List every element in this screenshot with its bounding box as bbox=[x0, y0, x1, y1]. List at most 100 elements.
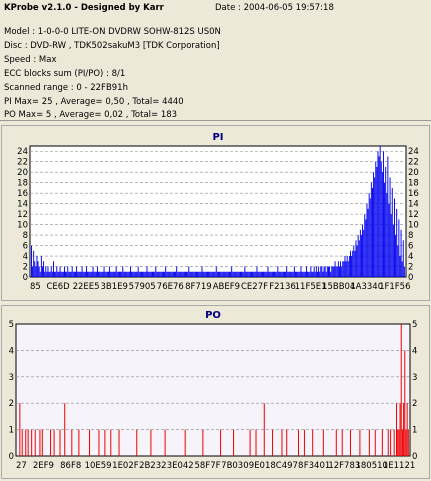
x-tick-label: 22EE5 bbox=[73, 282, 100, 292]
data-bar bbox=[172, 271, 174, 277]
data-bar bbox=[134, 271, 136, 277]
data-bar bbox=[351, 256, 353, 277]
data-bar bbox=[292, 271, 294, 277]
x-tick-label: CE27F bbox=[241, 282, 268, 292]
x-tick-label: F3401 bbox=[304, 461, 331, 471]
data-bar bbox=[326, 266, 328, 277]
data-bar bbox=[31, 429, 33, 456]
data-bar bbox=[252, 271, 254, 277]
x-tick-label: 27 bbox=[16, 461, 27, 471]
y-tick-label-right: 22 bbox=[408, 158, 419, 168]
data-bar bbox=[379, 146, 381, 277]
data-bar bbox=[397, 245, 399, 277]
y-tick-label-left: 0 bbox=[23, 273, 28, 283]
data-bar bbox=[78, 429, 80, 456]
data-bar bbox=[98, 271, 100, 277]
data-bar bbox=[185, 271, 186, 277]
y-tick-label-right: 1 bbox=[412, 426, 417, 436]
data-bar bbox=[117, 271, 119, 277]
data-bar bbox=[399, 403, 401, 456]
x-tick-label: 86F8 bbox=[60, 461, 81, 471]
data-bar bbox=[93, 271, 95, 277]
x-tick-label: 3B1E9 bbox=[100, 282, 127, 292]
data-bar bbox=[364, 214, 366, 277]
data-bar bbox=[248, 271, 250, 277]
data-bar bbox=[263, 403, 265, 456]
data-bar bbox=[339, 266, 340, 277]
data-bar bbox=[331, 266, 333, 277]
data-bar bbox=[201, 266, 203, 277]
data-bar bbox=[359, 229, 361, 277]
y-tick-label-right: 3 bbox=[412, 373, 417, 383]
data-bar bbox=[78, 271, 80, 277]
data-bar bbox=[169, 271, 171, 277]
data-bar bbox=[165, 266, 167, 277]
data-bar bbox=[227, 271, 229, 277]
data-bar bbox=[345, 261, 347, 277]
data-bar bbox=[259, 271, 261, 277]
data-bar bbox=[132, 271, 134, 277]
data-bar bbox=[386, 193, 388, 277]
app-title: KProbe v2.1.0 - Designed by Karr bbox=[4, 3, 164, 13]
data-bar bbox=[332, 266, 334, 277]
data-bar bbox=[190, 271, 192, 277]
data-bar bbox=[33, 250, 35, 277]
data-bar bbox=[243, 271, 245, 277]
data-bar bbox=[356, 245, 358, 277]
data-bar bbox=[406, 403, 408, 456]
data-bar bbox=[183, 271, 185, 277]
data-bar bbox=[59, 429, 61, 456]
data-bar bbox=[36, 256, 38, 277]
data-bar bbox=[105, 271, 107, 277]
x-tick-label: 1E1121 bbox=[383, 461, 415, 471]
data-bar bbox=[160, 271, 162, 277]
data-bar bbox=[290, 271, 292, 277]
data-bar bbox=[220, 271, 222, 277]
data-bar bbox=[281, 429, 283, 456]
data-bar bbox=[164, 429, 166, 456]
data-bar bbox=[182, 271, 184, 277]
data-bar bbox=[71, 429, 73, 456]
data-bar bbox=[397, 429, 399, 456]
data-bar bbox=[288, 271, 290, 277]
y-tick-label-left: 2 bbox=[9, 399, 14, 409]
data-bar bbox=[277, 266, 279, 277]
data-bar bbox=[378, 156, 380, 277]
y-tick-label-left: 1 bbox=[9, 426, 14, 436]
data-bar bbox=[376, 166, 378, 277]
data-bar bbox=[235, 271, 237, 277]
data-bar bbox=[342, 261, 344, 277]
data-bar bbox=[291, 271, 293, 277]
data-bar bbox=[275, 271, 277, 277]
data-bar bbox=[311, 271, 313, 277]
x-tick-label: 85 bbox=[30, 282, 41, 292]
data-bar bbox=[237, 271, 239, 277]
data-bar bbox=[287, 271, 289, 277]
data-bar bbox=[289, 271, 291, 277]
data-bar bbox=[154, 271, 156, 277]
data-bar bbox=[300, 266, 302, 277]
data-bar bbox=[229, 271, 230, 277]
data-bar bbox=[54, 271, 56, 277]
data-bar bbox=[322, 271, 324, 277]
data-bar bbox=[119, 271, 120, 277]
data-bar bbox=[318, 266, 320, 277]
data-bar bbox=[407, 429, 409, 456]
data-bar bbox=[255, 429, 257, 456]
data-bar bbox=[202, 271, 204, 277]
y-tick-label-right: 10 bbox=[408, 221, 419, 231]
data-bar bbox=[49, 271, 51, 277]
data-bar bbox=[34, 429, 36, 456]
x-tick-label: 2EF9 bbox=[33, 461, 54, 471]
data-bar bbox=[254, 271, 256, 277]
data-bar bbox=[55, 271, 57, 277]
data-bar bbox=[144, 271, 146, 277]
data-bar bbox=[209, 271, 211, 277]
y-tick-label-right: 0 bbox=[412, 452, 417, 462]
x-tick-label: 15BB04 bbox=[322, 282, 355, 292]
data-bar bbox=[390, 429, 392, 456]
x-tick-label: 7B030 bbox=[221, 461, 248, 471]
data-bar bbox=[388, 203, 390, 277]
data-bar bbox=[218, 271, 219, 277]
data-bar bbox=[353, 245, 355, 277]
